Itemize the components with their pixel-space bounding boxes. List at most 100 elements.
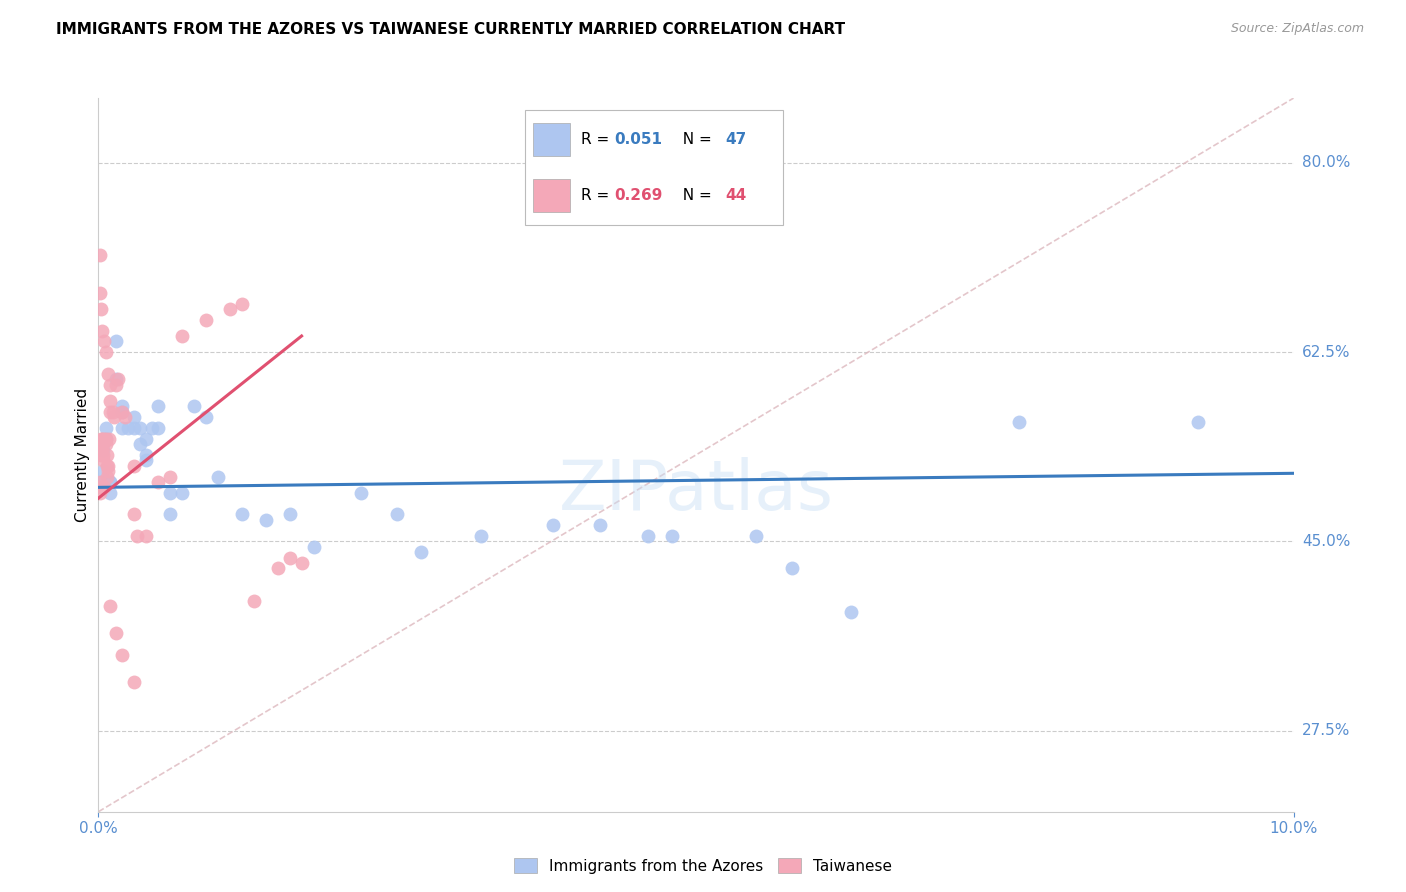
Point	[93, 480, 115, 494]
Point	[94, 432, 117, 446]
Point	[98, 475, 122, 489]
Point	[159, 469, 181, 483]
Point	[290, 556, 312, 570]
Text: 62.5%: 62.5%	[1302, 344, 1350, 359]
Point	[124, 410, 146, 425]
Point	[194, 312, 218, 326]
Point	[661, 529, 683, 543]
Point	[148, 421, 170, 435]
Text: 80.0%: 80.0%	[1302, 155, 1350, 170]
Point	[98, 599, 122, 614]
Point	[637, 529, 659, 543]
Point	[105, 372, 128, 386]
Point	[90, 432, 112, 446]
Point	[111, 399, 134, 413]
Point	[94, 432, 117, 446]
Point	[111, 405, 134, 419]
Point	[98, 377, 122, 392]
Point	[114, 410, 136, 425]
Point	[411, 545, 433, 559]
Point	[124, 508, 146, 522]
Point	[159, 508, 181, 522]
Point	[135, 453, 157, 467]
Point	[541, 518, 564, 533]
Point	[254, 513, 277, 527]
Point	[90, 301, 112, 316]
Point	[96, 469, 118, 483]
Point	[97, 367, 120, 381]
Point	[302, 540, 325, 554]
Point	[89, 475, 111, 489]
Point	[93, 334, 115, 349]
Point	[97, 464, 120, 478]
Point	[124, 421, 146, 435]
Point	[98, 475, 122, 489]
Point	[231, 296, 253, 310]
Point	[89, 485, 111, 500]
Point	[135, 432, 157, 446]
Point	[91, 432, 114, 446]
Point	[103, 410, 125, 425]
Point	[1187, 416, 1209, 430]
Point	[841, 605, 863, 619]
Point	[89, 480, 111, 494]
Point	[172, 329, 194, 343]
Point	[93, 432, 115, 446]
Point	[91, 324, 114, 338]
Text: ZIPatlas: ZIPatlas	[558, 457, 834, 524]
Point	[105, 334, 128, 349]
Legend: Immigrants from the Azores, Taiwanese: Immigrants from the Azores, Taiwanese	[508, 852, 898, 880]
Point	[589, 518, 612, 533]
Point	[135, 529, 157, 543]
Point	[350, 485, 373, 500]
Point	[97, 458, 120, 473]
Point	[124, 675, 146, 690]
Point	[124, 458, 146, 473]
Point	[91, 464, 114, 478]
Point	[129, 421, 152, 435]
Point	[125, 529, 148, 543]
Y-axis label: Currently Married: Currently Married	[75, 388, 90, 522]
Point	[105, 377, 128, 392]
Point	[278, 508, 301, 522]
Point	[91, 442, 114, 457]
Point	[231, 508, 253, 522]
Point	[470, 529, 492, 543]
Text: Source: ZipAtlas.com: Source: ZipAtlas.com	[1230, 22, 1364, 36]
Point	[141, 421, 163, 435]
Text: IMMIGRANTS FROM THE AZORES VS TAIWANESE CURRENTLY MARRIED CORRELATION CHART: IMMIGRANTS FROM THE AZORES VS TAIWANESE …	[56, 22, 845, 37]
Point	[91, 453, 114, 467]
Point	[94, 421, 117, 435]
Point	[194, 410, 218, 425]
Point	[159, 485, 181, 500]
Point	[267, 561, 290, 575]
Point	[111, 421, 134, 435]
Text: 27.5%: 27.5%	[1302, 723, 1350, 738]
Point	[207, 469, 229, 483]
Point	[129, 437, 152, 451]
Point	[94, 437, 117, 451]
Point	[385, 508, 409, 522]
Point	[172, 485, 194, 500]
Point	[745, 529, 768, 543]
Point	[148, 475, 170, 489]
Point	[183, 399, 205, 413]
Point	[111, 648, 134, 662]
Point	[98, 432, 121, 446]
Point	[90, 475, 112, 489]
Point	[111, 405, 134, 419]
Point	[219, 301, 242, 316]
Point	[91, 448, 114, 462]
Point	[1007, 416, 1029, 430]
Point	[101, 405, 124, 419]
Point	[89, 285, 111, 300]
Point	[98, 405, 122, 419]
Point	[98, 485, 122, 500]
Point	[94, 345, 117, 359]
Point	[780, 561, 803, 575]
Point	[96, 448, 118, 462]
Point	[135, 448, 157, 462]
Point	[98, 393, 122, 408]
Point	[117, 421, 139, 435]
Text: 45.0%: 45.0%	[1302, 534, 1350, 549]
